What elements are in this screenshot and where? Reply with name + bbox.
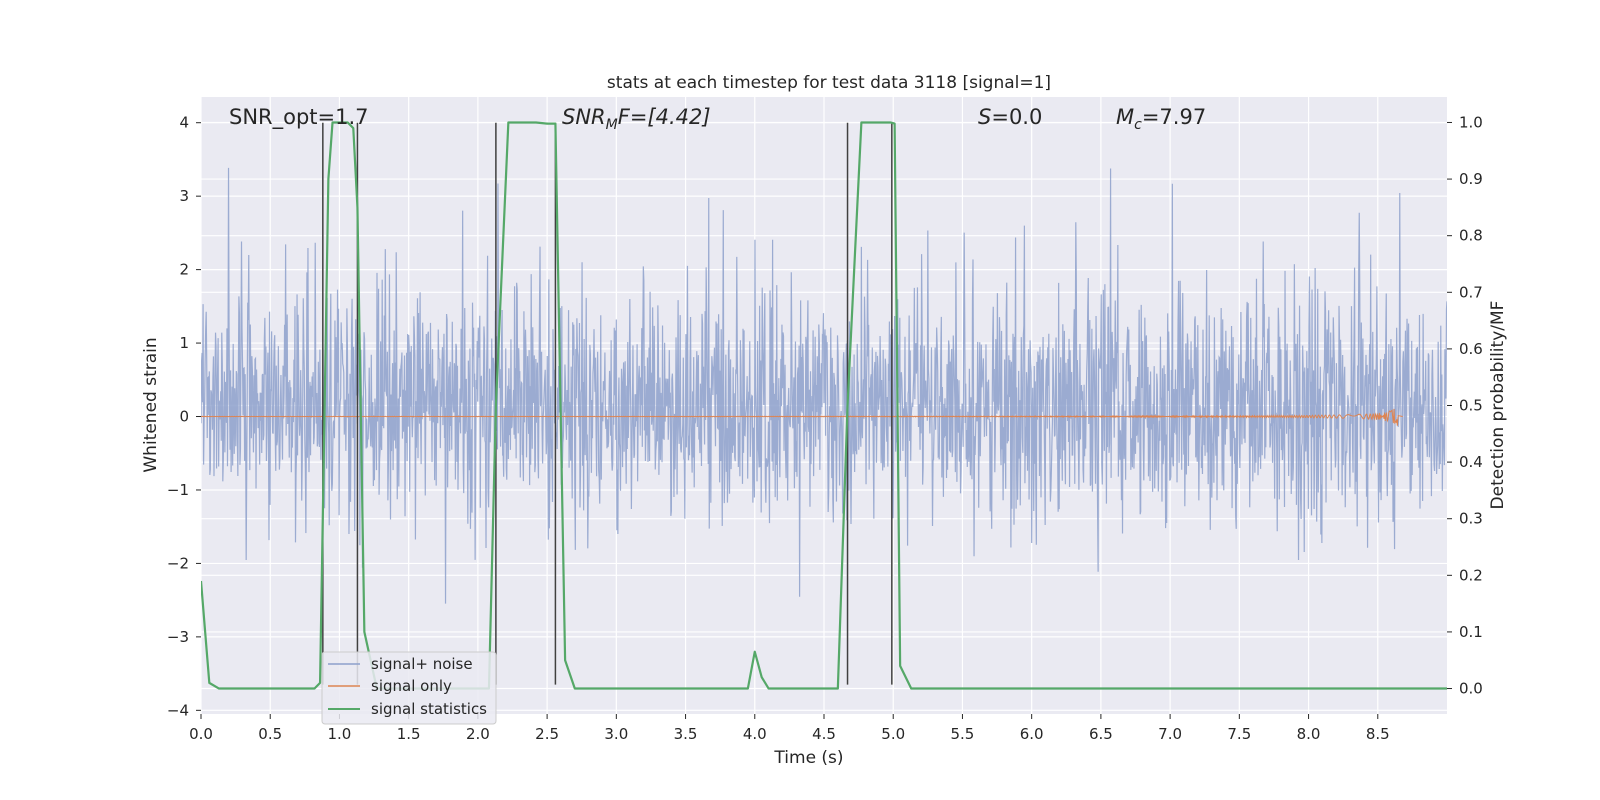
y2-tick-label-2: 0.8 (1459, 227, 1483, 245)
x-tick-label-10: 5.0 (881, 725, 905, 743)
y-tick-label-0: 4 (179, 114, 189, 132)
x-tick-label-15: 7.5 (1227, 725, 1251, 743)
x-tick-label-13: 6.5 (1089, 725, 1113, 743)
x-tick-label-7: 3.5 (674, 725, 698, 743)
y2-tick-label-5: 0.5 (1459, 397, 1483, 415)
y-tick-label-7: −3 (167, 628, 189, 646)
signal-noise-trace (201, 167, 1447, 604)
plot-content (201, 121, 1447, 690)
y2-tick-label-1: 0.9 (1459, 170, 1483, 188)
x-tick-label-16: 8.0 (1297, 725, 1321, 743)
annotation-snr-opt: SNR_opt=1.7 (229, 105, 369, 130)
annotation-s: S=0.0 (978, 105, 1042, 129)
y-tick-label-5: −1 (167, 481, 189, 499)
x-axis-label: Time (s) (773, 748, 843, 768)
y-tick-label-3: 1 (179, 334, 189, 352)
x-tick-label-12: 6.0 (1020, 725, 1044, 743)
x-tick-label-17: 8.5 (1366, 725, 1390, 743)
legend-label-signal-noise: signal+ noise (371, 655, 473, 673)
x-tick-label-11: 5.5 (951, 725, 975, 743)
x-tick-label-2: 1.0 (328, 725, 352, 743)
series-signal-only (201, 408, 1403, 426)
y2-tick-label-3: 0.7 (1459, 283, 1483, 301)
y2-tick-label-7: 0.3 (1459, 510, 1483, 528)
x-tick-label-9: 4.5 (812, 725, 836, 743)
legend-label-signal-statistics: signal statistics (371, 700, 487, 718)
chart-title: stats at each timestep for test data 311… (607, 73, 1051, 93)
annotation-snr-mf: SNRMF=[4.42] (562, 105, 711, 133)
y-tick-label-8: −4 (167, 701, 189, 719)
y2-tick-label-8: 0.2 (1459, 566, 1483, 584)
y-tick-label-2: 2 (179, 261, 189, 279)
x-tick-label-4: 2.0 (466, 725, 490, 743)
y2-tick-label-9: 0.1 (1459, 623, 1483, 641)
y2-tick-label-0: 1.0 (1459, 113, 1483, 131)
x-tick-label-0: 0.0 (189, 725, 213, 743)
x-tick-label-6: 3.0 (604, 725, 628, 743)
x-tick-label-1: 0.5 (258, 725, 282, 743)
y2-tick-label-6: 0.4 (1459, 453, 1483, 471)
annotation-mc: Mc=7.97 (1116, 105, 1206, 133)
y-axis-label: Whitened strain (141, 337, 161, 472)
y2-axis-label: Detection probability/MF (1488, 301, 1508, 510)
y-axis-right: 1.0 0.9 0.8 0.7 0.6 0.5 0.4 0.3 0.2 0.1 0.0 (1447, 113, 1483, 698)
y2-tick-label-10: 0.0 (1459, 680, 1483, 698)
y-tick-label-1: 3 (179, 187, 189, 205)
y-tick-label-6: −2 (167, 554, 189, 572)
y-tick-label-4: 0 (179, 408, 189, 426)
y-axis-left: 4 3 2 1 0 −1 −2 −3 −4 (167, 114, 201, 719)
x-tick-label-3: 1.5 (397, 725, 421, 743)
series-signal-noise (201, 167, 1447, 604)
x-tick-label-5: 2.5 (535, 725, 559, 743)
x-axis: 0.0 0.5 1.0 1.5 2.0 2.5 3.0 3.5 4.0 4.5 5.0 5.5 6.0 6… (189, 714, 1390, 743)
x-tick-label-14: 7.0 (1158, 725, 1182, 743)
series-signal-statistics (201, 121, 1447, 690)
legend: signal+ noise signal only signal statist… (321, 651, 497, 725)
x-tick-label-8: 4.0 (743, 725, 767, 743)
legend-label-signal-only: signal only (371, 677, 452, 695)
y2-tick-label-4: 0.6 (1459, 340, 1483, 358)
legend-box (321, 651, 497, 725)
